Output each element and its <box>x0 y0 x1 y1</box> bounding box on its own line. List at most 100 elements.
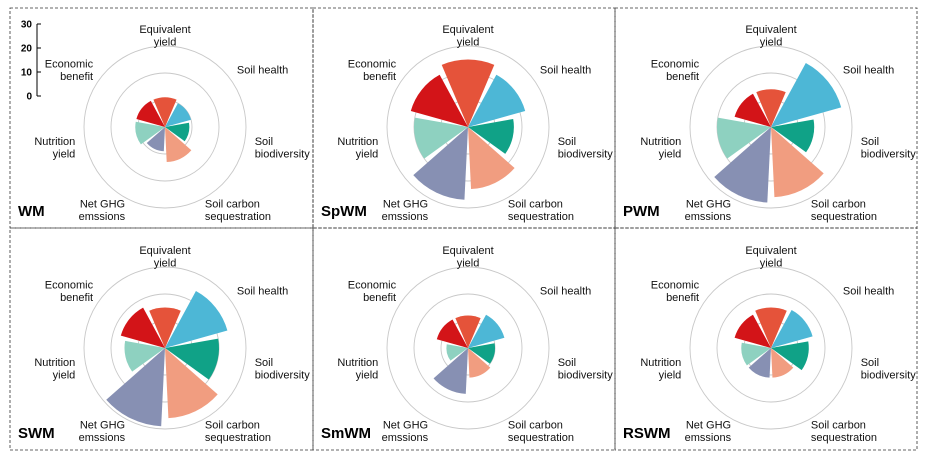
axis-label-soil-biodiversity: Soil biodiversity <box>558 357 614 382</box>
radial-scale-tick-label: 10 <box>21 68 33 79</box>
sector-economic-benefit <box>410 74 468 127</box>
panel-title: RSWM <box>623 425 671 442</box>
sector-nutrition-yield <box>124 340 165 372</box>
radial-scale-tick-label: 20 <box>21 44 33 55</box>
axis-label-soil-biodiversity: Soil biodiversity <box>255 136 311 161</box>
sector-soil-biodiversity <box>771 119 815 153</box>
sector-nutrition-yield <box>717 117 771 159</box>
grid-ring <box>716 293 826 403</box>
sector-equivalent-yield <box>441 59 495 127</box>
radial-scale: 0 10 20 30 <box>21 20 41 103</box>
axis-label-net-ghg-emssions: Net GHG emssions <box>685 420 732 445</box>
sector-net-ghg-emssions <box>748 348 771 378</box>
panel-spwm: Equivalent yield Soil health Soil biodiversi… <box>321 24 613 223</box>
grid-ring <box>386 45 550 209</box>
panel-pwm: Equivalent yield Soil health Soil biodiversi… <box>623 24 916 223</box>
axis-label-soil-health: Soil health <box>237 65 288 77</box>
sector-nutrition-yield <box>135 121 165 145</box>
axis-label-nutrition-yield: Nutrition yield <box>640 136 681 161</box>
panel-rswm: Equivalent yield Soil health Soil biodiversi… <box>623 245 916 444</box>
panel-frame-6 <box>614 227 918 451</box>
axis-label-nutrition-yield: Nutrition yield <box>34 357 75 382</box>
sector-equivalent-yield <box>149 307 181 348</box>
sector-equivalent-yield <box>153 97 177 127</box>
sector-soil-biodiversity <box>771 341 809 371</box>
sector-soil-carbon-sequestration <box>468 348 491 378</box>
axis-label-soil-carbon-sequestration: Soil carbon sequestration <box>508 420 574 445</box>
axis-label-soil-carbon-sequestration: Soil carbon sequestration <box>811 199 877 224</box>
axis-label-soil-carbon-sequestration: Soil carbon sequestration <box>811 420 877 445</box>
grid-ring <box>110 293 220 403</box>
panel-frame-4 <box>9 227 314 451</box>
axis-label-equivalent-yield: Equivalent yield <box>139 245 190 269</box>
panel-title: SmWM <box>321 425 371 442</box>
axis-label-net-ghg-emssions: Net GHG emssions <box>685 199 732 224</box>
panel-title: WM <box>18 203 45 220</box>
axis-label-equivalent-yield: Equivalent yield <box>442 245 493 269</box>
panel-title: SpWM <box>321 203 367 220</box>
axis-label-soil-health: Soil health <box>843 65 894 77</box>
sector-equivalent-yield <box>755 307 787 348</box>
sector-soil-biodiversity <box>165 338 219 380</box>
axis-label-equivalent-yield: Equivalent yield <box>745 245 796 269</box>
axis-label-soil-health: Soil health <box>540 286 591 298</box>
axis-label-economic-benefit: Economic benefit <box>348 58 397 83</box>
axis-label-nutrition-yield: Nutrition yield <box>337 136 378 161</box>
sector-soil-carbon-sequestration <box>165 127 192 163</box>
axis-label-soil-biodiversity: Soil biodiversity <box>861 357 917 382</box>
axis-label-equivalent-yield: Equivalent yield <box>139 24 190 49</box>
panel-wm: Equivalent yield Soil health Soil biodiversi… <box>18 24 310 223</box>
axis-label-soil-carbon-sequestration: Soil carbon sequestration <box>508 199 574 224</box>
sector-soil-biodiversity <box>165 122 190 142</box>
axis-label-economic-benefit: Economic benefit <box>348 279 397 304</box>
axis-label-soil-biodiversity: Soil biodiversity <box>861 136 917 161</box>
axis-label-soil-biodiversity: Soil biodiversity <box>255 357 311 382</box>
axis-label-soil-carbon-sequestration: Soil carbon sequestration <box>205 420 271 445</box>
sector-equivalent-yield <box>455 315 481 348</box>
axis-label-equivalent-yield: Equivalent yield <box>745 24 796 49</box>
axis-label-net-ghg-emssions: Net GHG emssions <box>382 420 429 445</box>
axis-label-soil-biodiversity: Soil biodiversity <box>558 136 614 161</box>
sector-nutrition-yield <box>446 344 468 361</box>
sector-net-ghg-emssions <box>106 348 165 427</box>
axis-label-soil-health: Soil health <box>237 286 288 298</box>
grid-ring <box>413 293 523 403</box>
axis-label-economic-benefit: Economic benefit <box>45 279 94 304</box>
sector-soil-health <box>165 103 191 127</box>
sector-soil-health <box>771 310 813 348</box>
grid-ring <box>386 266 550 430</box>
sector-soil-carbon-sequestration <box>468 127 515 190</box>
sector-economic-benefit <box>734 314 771 348</box>
axis-label-economic-benefit: Economic benefit <box>651 279 700 304</box>
sector-economic-benefit <box>436 319 468 348</box>
panel-smwm: Equivalent yield Soil health Soil biodiversi… <box>321 245 613 444</box>
panel-title: PWM <box>623 203 660 220</box>
sector-soil-health <box>771 62 842 127</box>
axis-label-nutrition-yield: Nutrition yield <box>337 357 378 382</box>
sector-economic-benefit <box>734 93 771 127</box>
grid-ring <box>83 266 247 430</box>
panel-title: SWM <box>18 425 55 442</box>
grid-ring <box>110 72 220 182</box>
sector-soil-carbon-sequestration <box>771 348 794 378</box>
sector-net-ghg-emssions <box>146 127 165 152</box>
sector-net-ghg-emssions <box>714 127 771 203</box>
sector-soil-carbon-sequestration <box>165 348 218 419</box>
axis-label-nutrition-yield: Nutrition yield <box>34 136 75 161</box>
sector-nutrition-yield <box>741 342 771 366</box>
sector-soil-health <box>468 74 526 127</box>
sector-economic-benefit <box>120 307 165 348</box>
grid-ring <box>689 266 853 430</box>
grid-ring <box>689 45 853 209</box>
sector-soil-health <box>468 314 505 348</box>
axis-label-equivalent-yield: Equivalent yield <box>442 24 493 49</box>
sector-soil-carbon-sequestration <box>771 127 824 198</box>
axis-label-economic-benefit: Economic benefit <box>651 58 700 83</box>
sector-soil-health <box>165 291 228 348</box>
panel-swm: Equivalent yield Soil health Soil biodiversi… <box>18 245 310 444</box>
axis-label-soil-health: Soil health <box>843 286 894 298</box>
axis-label-economic-benefit: Economic benefit <box>45 58 94 83</box>
axis-label-nutrition-yield: Nutrition yield <box>640 357 681 382</box>
axis-label-soil-carbon-sequestration: Soil carbon sequestration <box>205 199 271 224</box>
